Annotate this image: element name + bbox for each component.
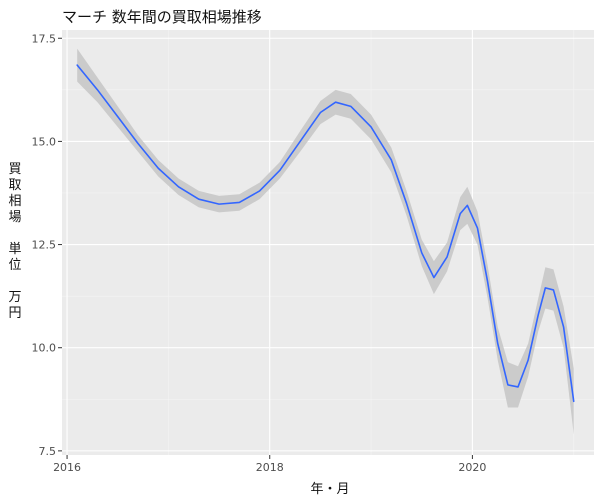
grid-lines bbox=[62, 30, 594, 455]
y-tick-label: 12.5 bbox=[32, 239, 57, 252]
x-tick-label: 2020 bbox=[458, 461, 486, 474]
chart-title: マーチ 数年間の買取相場推移 bbox=[62, 8, 262, 26]
smoothed-price-line bbox=[76, 64, 575, 403]
x-axis-label: 年・月 bbox=[310, 482, 350, 497]
x-tick-label: 2016 bbox=[53, 461, 81, 474]
y-tick-label: 10.0 bbox=[32, 342, 57, 355]
x-axis-ticks: 2016 2018 2020 bbox=[53, 455, 486, 474]
y-axis-ticks: 7.5 10.0 12.5 15.0 17.5 bbox=[32, 32, 62, 458]
y-tick-label: 7.5 bbox=[39, 445, 57, 458]
series-line-layer bbox=[76, 64, 575, 403]
x-tick-label: 2018 bbox=[256, 461, 284, 474]
y-tick-label: 17.5 bbox=[32, 32, 57, 45]
y-tick-label: 15.0 bbox=[32, 135, 57, 148]
y-axis-label: 買 取 相 場 単 位 万 円 bbox=[8, 162, 22, 321]
